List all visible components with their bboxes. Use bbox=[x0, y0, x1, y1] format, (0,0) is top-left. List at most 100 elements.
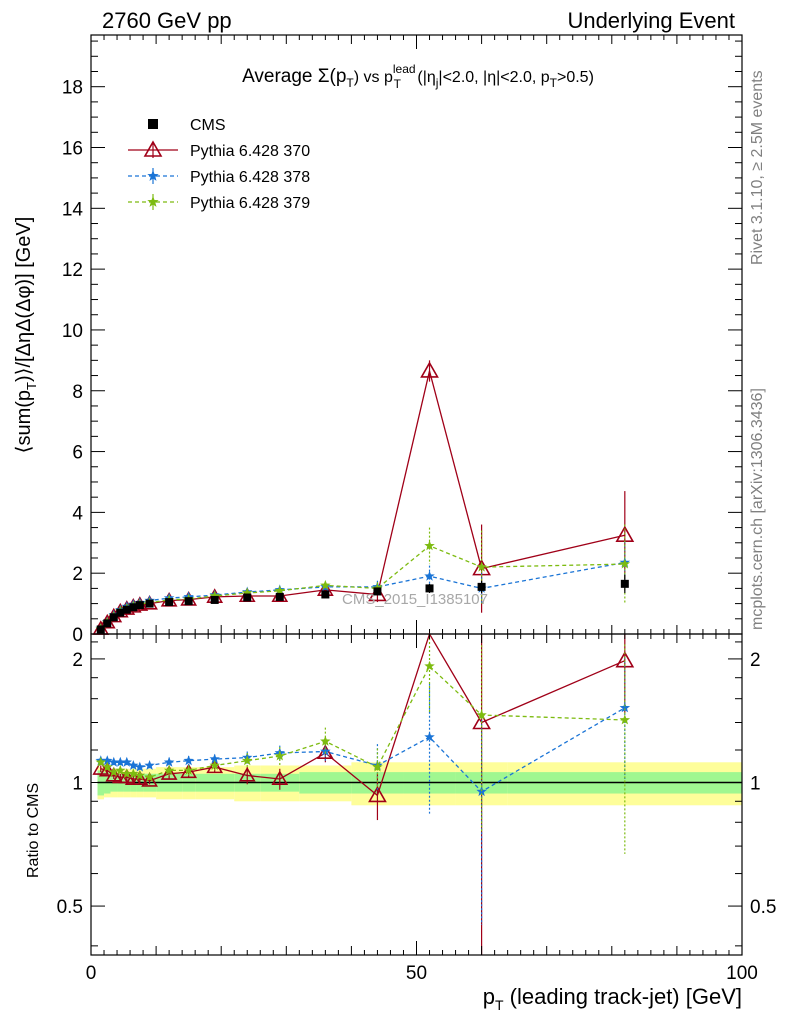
data-point bbox=[95, 756, 106, 767]
data-point bbox=[109, 613, 118, 622]
data-point bbox=[144, 760, 155, 770]
main-y-tick-label: 18 bbox=[62, 78, 83, 99]
data-point bbox=[320, 579, 331, 590]
data-point bbox=[206, 758, 224, 774]
data-point bbox=[373, 587, 382, 596]
rivet-label-text: Rivet 3.1.10, ≥ 2.5M events bbox=[749, 70, 766, 265]
data-point bbox=[619, 702, 631, 713]
ratio-axes: 0.5 0.5 1 1 2 2 0 50 100 bbox=[57, 633, 776, 984]
data-point bbox=[242, 587, 253, 598]
data-point bbox=[476, 709, 487, 720]
legend-marker bbox=[147, 170, 159, 181]
ratio-panel: 0.5 0.5 1 1 2 2 0 50 100 Ratio to CMS pT (leadin… bbox=[25, 632, 776, 1013]
data-point bbox=[275, 592, 284, 601]
main-y-axis-label: ⟨sum(pT)⟩/[ΔηΔ(Δφ)] [GeV] bbox=[13, 217, 39, 454]
watermark: CMS_2015_I1385107 bbox=[342, 591, 488, 608]
data-point bbox=[424, 660, 435, 671]
data-point bbox=[102, 761, 113, 772]
legend: CMS Pythia 6.428 370 Pythia 6.428 378 Pythi… bbox=[128, 117, 310, 212]
series-cms bbox=[96, 574, 629, 634]
data-point bbox=[102, 755, 113, 766]
header-left-text: 2760 GeV pp bbox=[102, 8, 232, 33]
data-point bbox=[122, 605, 131, 614]
data-point bbox=[619, 714, 631, 725]
data-point bbox=[242, 755, 253, 766]
data-point bbox=[128, 760, 139, 770]
data-point bbox=[96, 625, 105, 634]
series-line bbox=[100, 545, 625, 630]
legend-marker bbox=[148, 119, 158, 129]
data-point bbox=[183, 755, 194, 766]
series-line bbox=[100, 665, 625, 778]
data-point bbox=[274, 585, 285, 596]
series-pythia-6-428-379 bbox=[95, 524, 631, 634]
series-pythia-6-428-379 bbox=[95, 634, 631, 854]
data-point bbox=[271, 770, 289, 786]
data-point bbox=[368, 785, 387, 803]
data-point bbox=[209, 590, 220, 601]
legend-label: Pythia 6.428 379 bbox=[190, 195, 310, 212]
data-point bbox=[183, 764, 194, 775]
main-plot-marks bbox=[92, 360, 635, 635]
main-frame bbox=[90, 34, 743, 635]
data-point bbox=[103, 619, 112, 628]
data-point bbox=[320, 735, 331, 746]
x-tick-label: 0 bbox=[86, 963, 97, 984]
data-point bbox=[129, 603, 138, 612]
data-point bbox=[165, 598, 174, 607]
main-y-tick-label: 16 bbox=[62, 139, 83, 160]
data-point bbox=[108, 756, 119, 767]
header-right: Underlying Event bbox=[567, 8, 735, 33]
legend-marker bbox=[147, 196, 159, 207]
header-right-text: Underlying Event bbox=[567, 8, 735, 33]
main-axes: 0 2 4 6 8 10 12 14 16 18 bbox=[62, 34, 743, 646]
ratio-y-tick-label: 2 bbox=[72, 650, 83, 671]
data-point bbox=[134, 761, 146, 772]
data-point bbox=[131, 770, 149, 786]
legend-label: Pythia 6.428 378 bbox=[190, 169, 310, 186]
data-point bbox=[115, 756, 126, 767]
data-point bbox=[420, 361, 439, 378]
data-point bbox=[134, 770, 146, 780]
data-point bbox=[163, 764, 175, 775]
main-y-axis-label-text: ⟨sum(pT)⟩/[ΔηΔ(Δφ)] [GeV] bbox=[13, 217, 39, 454]
data-point bbox=[144, 771, 155, 782]
data-point bbox=[209, 753, 220, 764]
data-point bbox=[98, 761, 116, 777]
data-point bbox=[160, 765, 178, 780]
x-axis-label: pT (leading track-jet) [GeV] bbox=[483, 984, 742, 1013]
legend-label: CMS bbox=[190, 117, 226, 134]
series-line bbox=[100, 561, 625, 629]
x-axis-label-text: pT (leading track-jet) [GeV] bbox=[483, 984, 742, 1013]
data-point bbox=[180, 763, 198, 779]
data-point bbox=[145, 599, 154, 608]
series-pythia-6-428-370 bbox=[92, 632, 635, 955]
data-point bbox=[116, 608, 125, 617]
data-point bbox=[316, 744, 334, 760]
watermark-text: CMS_2015_I1385107 bbox=[342, 591, 488, 608]
data-point bbox=[135, 601, 144, 610]
data-point bbox=[476, 561, 487, 572]
data-point bbox=[115, 764, 126, 775]
data-point bbox=[477, 582, 486, 591]
main-y-tick-label: 14 bbox=[62, 199, 84, 220]
data-point bbox=[424, 570, 435, 581]
ratio-y-tick-label: 1 bbox=[72, 773, 83, 794]
ratio-y-tick-label-right: 2 bbox=[750, 650, 761, 671]
data-point bbox=[619, 558, 631, 569]
header-left: 2760 GeV pp bbox=[102, 8, 232, 33]
series-pythia-6-428-378 bbox=[95, 541, 631, 633]
main-y-tick-label: 10 bbox=[62, 321, 83, 342]
series-line bbox=[100, 707, 626, 793]
data-point bbox=[424, 540, 435, 551]
x-tick-label: 50 bbox=[406, 963, 427, 984]
plot-title-text: Average Σ(pT) vs plead T (|ηj|<2.0, |η|<2… bbox=[242, 62, 594, 91]
data-point bbox=[209, 760, 220, 770]
data-point bbox=[372, 761, 383, 772]
data-point bbox=[424, 731, 435, 742]
ratio-y-tick-label-right: 0.5 bbox=[750, 897, 776, 918]
data-point bbox=[163, 756, 175, 767]
legend-marker bbox=[143, 140, 163, 157]
data-point bbox=[121, 768, 132, 779]
